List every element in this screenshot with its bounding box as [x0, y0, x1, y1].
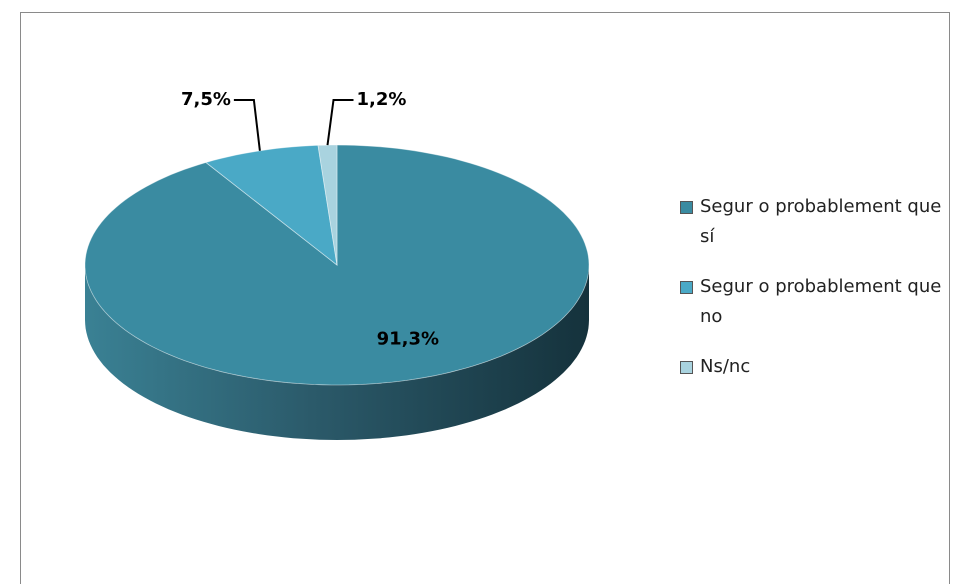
data-label: 91,3% — [377, 328, 439, 349]
legend-item: Segur o probablement que sí — [680, 192, 950, 252]
legend-item: Ns/nc — [680, 352, 950, 382]
legend-swatch — [680, 201, 693, 214]
legend-swatch — [680, 281, 693, 294]
slice-side — [85, 265, 589, 440]
data-label: 7,5% — [181, 89, 231, 110]
pie: 91,3% 7,5% 1,2% — [84, 89, 590, 440]
legend-label: Ns/nc — [700, 356, 751, 377]
data-label: 1,2% — [357, 89, 407, 110]
legend: Segur o probablement que sí Segur o proba… — [680, 192, 950, 402]
legend-swatch — [680, 361, 693, 374]
slice — [205, 144, 338, 266]
legend-item: Segur o probablement que no — [680, 272, 950, 332]
legend-label: Segur o probablement que no — [700, 276, 942, 327]
chart-frame — [20, 12, 950, 584]
leader-line — [326, 99, 354, 146]
leader-line — [233, 99, 261, 151]
legend-label: Segur o probablement que sí — [700, 196, 942, 247]
slice — [317, 144, 338, 266]
